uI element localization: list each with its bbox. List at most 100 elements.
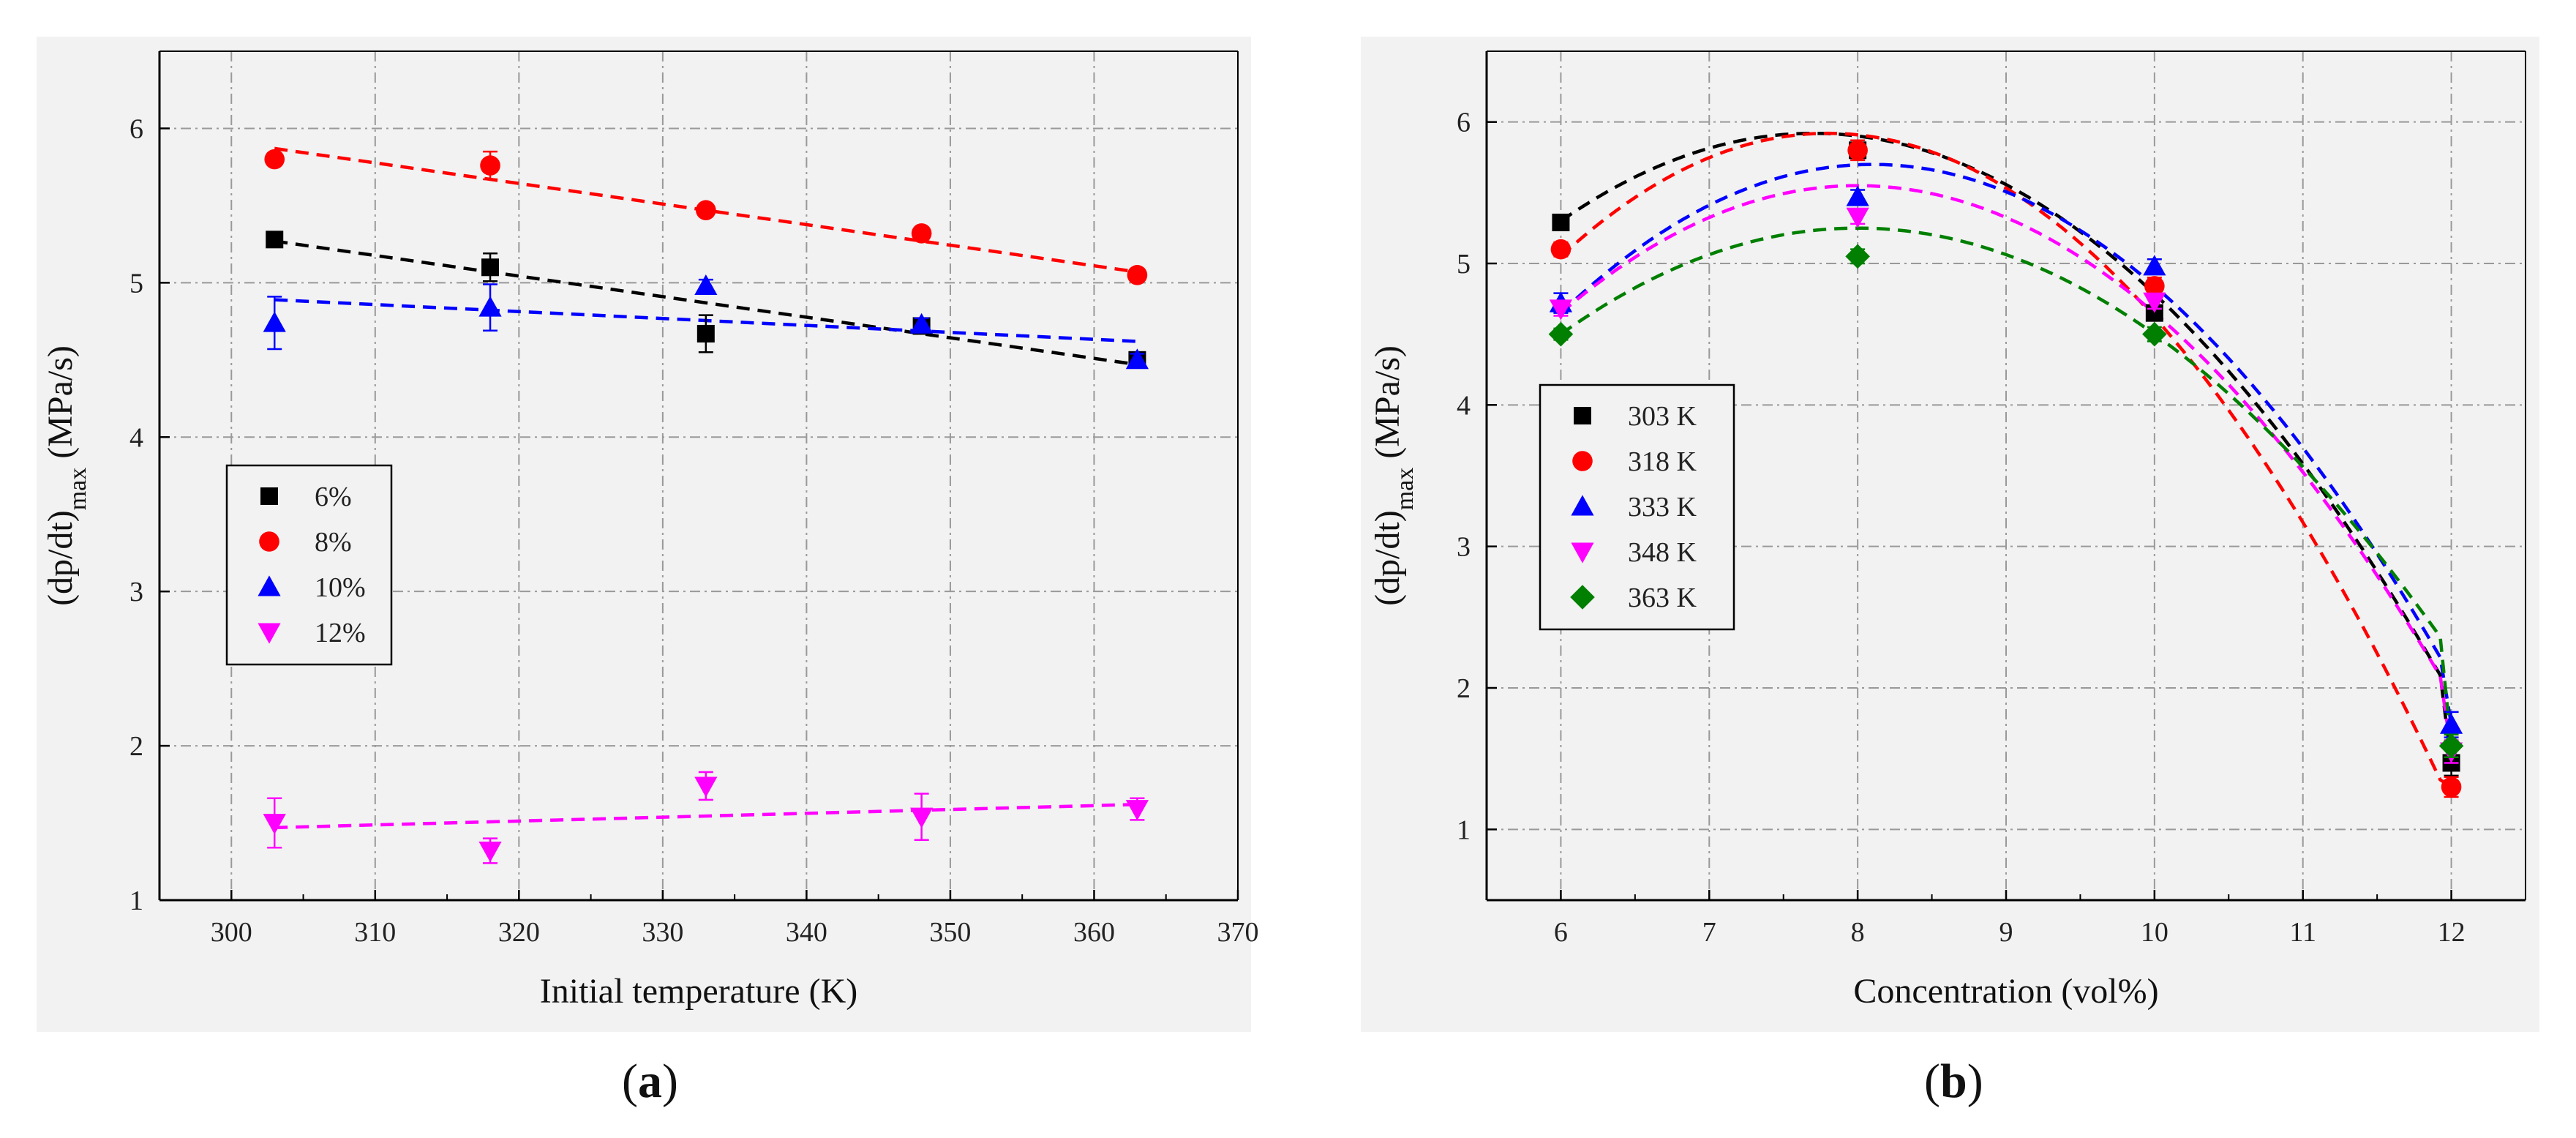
chart-a-ytick-label-1: 2	[129, 731, 143, 762]
chart-b-xtick-label-6: 12	[2438, 917, 2466, 948]
chart-b-fit-line-1	[1559, 131, 2452, 789]
chart-a-ytick-label-3: 4	[129, 422, 143, 453]
chart-b-xtick-label-2: 8	[1851, 917, 1865, 948]
chart-a-point-3-1	[478, 842, 502, 863]
chart-b-legend: 303 K 318 K 333 K 348 K 363 K	[1539, 383, 1735, 631]
chart-b-fit-line-3	[1559, 184, 2453, 752]
chart-a-series-3	[263, 771, 1149, 864]
chart-b-point-1-3	[2441, 776, 2462, 798]
chart-b-x-axis-title: Concentration (vol%)	[1853, 972, 2158, 1011]
chart-b-y-axis-title-base: (dp/dt)	[1368, 510, 1407, 606]
chart-a-svg: 300 310 320 330 340 350 360 370 1 2 3 4 5 6 Initial te…	[41, 50, 1259, 1011]
chart-a-point-2-4	[1125, 348, 1149, 370]
chart-a-series-1	[264, 149, 1148, 285]
chart-b-legend-label-1: 318 K	[1628, 446, 1697, 477]
chart-b-legend-label-2: 333 K	[1628, 492, 1697, 523]
chart-a-xtick-label-0: 300	[211, 917, 252, 948]
chart-a-point-0-2	[696, 324, 715, 342]
chart-b-legend-marker-2	[1571, 495, 1594, 516]
chart-a-xtick-label-5: 350	[929, 917, 971, 948]
chart-b-y-axis-title: (dp/dt)max (MPa/s)	[1368, 345, 1419, 606]
chart-a-legend-label-2: 10%	[315, 572, 366, 603]
chart-a-ytick-label-5: 6	[129, 113, 143, 144]
chart-a-point-2-0	[263, 311, 286, 332]
chart-a-xtick-label-3: 330	[642, 917, 683, 948]
chart-a-legend-marker-2	[258, 575, 281, 596]
chart-b-point-1-2	[2144, 276, 2165, 296]
chart-b-legend-label-4: 363 K	[1628, 583, 1697, 613]
chart-b-ytick-label-4: 5	[1457, 249, 1471, 280]
chart-panel-a: 300 310 320 330 340 350 360 370 1 2 3 4 5 6 Initial te…	[37, 37, 1259, 1032]
chart-panel-b: 6 7 8 9 10 11 12 1 2 3 4 5 6 Concentration (vol%) (dp/…	[1361, 37, 2539, 1032]
chart-a-point-2-2	[694, 274, 718, 296]
chart-a-point-1-0	[264, 149, 285, 170]
chart-b-xtick-label-4: 10	[2141, 917, 2168, 948]
chart-b-ytick-label-2: 3	[1457, 532, 1471, 563]
chart-b-ytick-label-5: 6	[1457, 108, 1471, 138]
chart-a-point-2-1	[478, 296, 502, 317]
chart-b-point-3-1	[1846, 207, 1869, 228]
chart-b-ytick-label-1: 2	[1457, 673, 1471, 704]
chart-b-legend-marker-1	[1572, 451, 1593, 471]
chart-a-legend-marker-3	[258, 623, 281, 644]
chart-b-y-axis-title-unit: (MPa/s)	[1368, 345, 1407, 468]
chart-b-point-3-0	[1549, 299, 1573, 321]
chart-b-point-1-0	[1550, 239, 1571, 260]
chart-b-point-2-2	[2143, 255, 2166, 276]
chart-b-point-1-1	[1847, 140, 1868, 161]
chart-a-xtick-label-1: 310	[354, 917, 396, 948]
chart-b-xtick-label-3: 9	[1999, 917, 2013, 948]
chart-a-ytick-label-2: 3	[129, 577, 143, 607]
chart-a-point-1-1	[480, 155, 500, 176]
chart-b-ytick-label-3: 4	[1457, 390, 1471, 421]
chart-a-y-axis-title-unit: (MPa/s)	[41, 345, 80, 468]
chart-a-x-axis-title: Initial temperature (K)	[540, 972, 857, 1011]
chart-b-point-3-2	[2143, 292, 2166, 313]
chart-a-fit-line-3	[274, 802, 1138, 830]
chart-b-xtick-label-1: 7	[1702, 917, 1716, 948]
chart-a-xtick-label-6: 360	[1073, 917, 1115, 948]
chart-a-y-axis-title-base: (dp/dt)	[41, 510, 80, 606]
chart-a-legend-marker-1	[259, 531, 279, 552]
chart-b-fit-line-4	[1560, 226, 2453, 746]
chart-a-point-3-4	[1125, 800, 1149, 821]
chart-a-legend: 6% 8% 10% 12%	[225, 464, 393, 666]
chart-b-legend-marker-3	[1571, 542, 1594, 564]
chart-b-fit-line-0	[1560, 131, 2453, 763]
chart-b-point-0-0	[1552, 213, 1570, 231]
chart-a-fit-line-0	[274, 239, 1138, 367]
chart-b-series-1	[1550, 139, 2462, 798]
chart-b-point-2-3	[2439, 713, 2463, 734]
chart-a-xtick-label-7: 370	[1217, 917, 1259, 948]
caption-a: (a)	[622, 1055, 678, 1108]
chart-a-point-1-2	[696, 200, 716, 221]
chart-b-legend-marker-0	[1574, 407, 1591, 424]
chart-a-point-3-3	[910, 807, 934, 828]
chart-a-legend-marker-0	[260, 487, 278, 505]
chart-a-ytick-label-4: 5	[129, 268, 143, 299]
chart-a-point-0-0	[266, 231, 284, 249]
chart-a-legend-label-0: 6%	[315, 482, 352, 512]
chart-b-ytick-label-0: 1	[1457, 815, 1471, 845]
chart-a-point-0-1	[481, 258, 500, 277]
chart-a-grid	[159, 51, 1238, 900]
chart-a-legend-label-3: 12%	[315, 618, 366, 648]
chart-a-point-1-3	[911, 223, 932, 244]
caption-a-letter: a	[637, 1055, 662, 1108]
chart-b-point-2-1	[1846, 185, 1869, 206]
chart-b-legend-box	[1539, 383, 1735, 631]
caption-b: (b)	[1924, 1055, 1983, 1108]
chart-a-y-axis-title: (dp/dt)max (MPa/s)	[41, 345, 91, 606]
chart-b-legend-marker-4	[1570, 585, 1595, 610]
chart-a-point-1-4	[1127, 265, 1148, 285]
chart-a-legend-box	[225, 464, 393, 666]
chart-a-point-3-2	[694, 776, 718, 798]
chart-b-y-axis-title-sub: max	[1392, 468, 1419, 511]
chart-b-legend-label-0: 303 K	[1628, 401, 1697, 432]
chart-a-point-3-0	[263, 814, 286, 835]
chart-b-xtick-label-0: 6	[1554, 917, 1568, 948]
caption-b-letter: b	[1939, 1055, 1967, 1108]
chart-b-fit-line-2	[1559, 162, 2453, 725]
chart-a-point-2-3	[910, 312, 934, 334]
